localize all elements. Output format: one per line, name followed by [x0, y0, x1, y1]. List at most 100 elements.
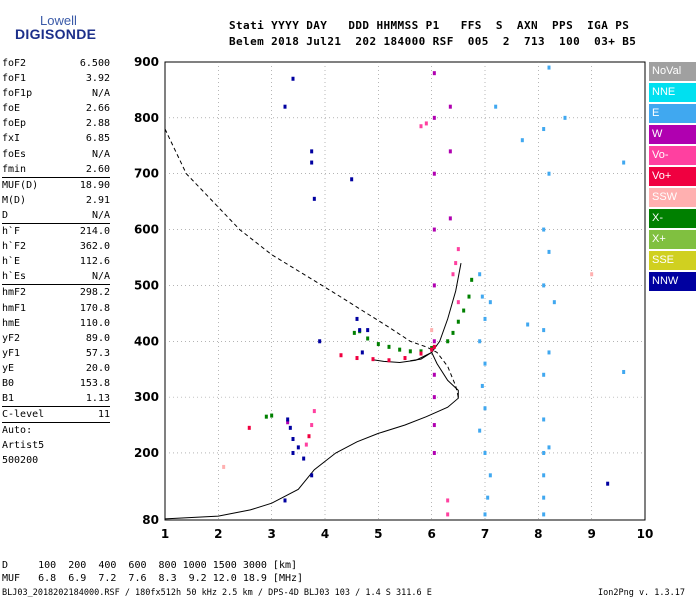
footer-distance-row: D 100 200 400 600 800 1000 1500 3000 [km… [2, 560, 298, 571]
data-point-vo [430, 347, 434, 352]
data-point-vo [446, 512, 450, 517]
data-point-e [483, 512, 487, 517]
param-name: yE [2, 362, 15, 374]
data-point-vo [419, 124, 423, 129]
data-point-vo [456, 300, 460, 305]
param-separator [2, 422, 110, 424]
y-tick-label: 900 [134, 55, 159, 69]
data-point-vo [339, 353, 343, 358]
data-point-nnw [310, 473, 314, 478]
param-name: hmF2 [2, 287, 27, 299]
header-line-2: Belem 2018 Jul21 202 184000 RSF 005 2 71… [229, 35, 637, 48]
param-value: 20.0 [85, 362, 110, 374]
x-tick-label: 1 [161, 527, 169, 541]
data-point-e [542, 372, 546, 377]
data-point-w [432, 283, 436, 288]
data-point-x [387, 344, 391, 349]
param-value: 18.90 [79, 179, 110, 191]
data-point-x [352, 330, 356, 335]
data-point-e [520, 138, 524, 143]
data-point-ssw [430, 328, 434, 333]
data-point-vo [451, 272, 455, 277]
param-name: hmE [2, 317, 21, 329]
data-point-e [542, 127, 546, 132]
data-point-w [432, 171, 436, 176]
legend-item-w: W [649, 125, 696, 144]
data-point-x [451, 330, 455, 335]
data-point-e [547, 350, 551, 355]
data-point-e [480, 294, 484, 299]
param-name: h`F2 [2, 241, 27, 253]
data-point-e [542, 495, 546, 500]
param-value: 2.88 [85, 118, 110, 130]
param-row: fmin 2.60 [2, 162, 110, 177]
param-row: hmF2 298.2 [2, 285, 110, 300]
legend-item-nne: NNE [649, 83, 696, 102]
data-point-nnw [302, 456, 306, 461]
data-point-x [456, 319, 460, 324]
param-row: Auto: [2, 423, 110, 438]
x-tick-label: 5 [374, 527, 382, 541]
param-value: 298.2 [79, 287, 110, 299]
param-name: Auto: [2, 425, 33, 437]
footer-muf-row: MUF 6.8 6.9 7.2 7.6 8.3 9.2 12.0 18.9 [M… [2, 573, 304, 584]
data-point-vo [387, 358, 391, 363]
trace-curve [410, 263, 462, 362]
data-point-w [432, 339, 436, 344]
data-point-e [542, 450, 546, 455]
param-row: M(D) 2.91 [2, 193, 110, 208]
data-point-vo [419, 351, 423, 356]
param-row: h`F 214.0 [2, 224, 110, 239]
y-tick-label: 300 [134, 390, 159, 404]
param-row: B0 153.8 [2, 376, 110, 391]
data-point-e [494, 104, 498, 109]
param-name: h`E [2, 256, 21, 268]
data-point-e [547, 249, 551, 254]
param-value: 89.0 [85, 332, 110, 344]
data-point-vo [247, 425, 251, 430]
param-name: B1 [2, 393, 15, 405]
param-row: h`Es N/A [2, 269, 110, 284]
data-point-e [542, 512, 546, 517]
param-value: 2.66 [85, 103, 110, 115]
data-point-nnw [310, 149, 314, 154]
data-point-e [552, 300, 556, 305]
x-tick-label: 7 [481, 527, 489, 541]
data-point-w [432, 395, 436, 400]
param-value: 153.8 [79, 377, 110, 389]
legend-item-vominus: Vo- [649, 146, 696, 165]
legend-item-ssw: SSW [649, 188, 696, 207]
param-value: 112.6 [79, 256, 110, 268]
plot-frame [164, 61, 646, 521]
param-separator [2, 284, 110, 286]
data-point-x [366, 336, 370, 341]
param-row: yF1 57.3 [2, 346, 110, 361]
param-row: fxI 6.85 [2, 131, 110, 146]
param-value: 170.8 [79, 302, 110, 314]
param-name: foEp [2, 118, 27, 130]
x-tick-label: 4 [321, 527, 329, 541]
data-point-x [419, 349, 423, 354]
param-value: N/A [91, 148, 110, 160]
param-row: h`F2 362.0 [2, 239, 110, 254]
param-row: MUF(D) 18.90 [2, 178, 110, 193]
data-point-e [622, 369, 626, 374]
data-point-nnw [606, 481, 610, 486]
data-point-nnw [291, 450, 295, 455]
param-name: fmin [2, 163, 27, 175]
legend-item-nnw: NNW [649, 272, 696, 291]
param-row: yF2 89.0 [2, 331, 110, 346]
param-value: 1.13 [85, 393, 110, 405]
data-point-vo [454, 261, 458, 266]
data-point-vo [432, 344, 436, 349]
legend-item-sse: SSE [649, 251, 696, 270]
param-row: foEp 2.88 [2, 116, 110, 131]
legend-item-e: E [649, 104, 696, 123]
param-row: hmF1 170.8 [2, 301, 110, 316]
data-point-e [547, 65, 551, 70]
data-point-e [488, 300, 492, 305]
data-point-nnw [286, 417, 290, 422]
param-value: N/A [91, 88, 110, 100]
data-point-vo [355, 356, 359, 361]
param-row: yE 20.0 [2, 361, 110, 376]
